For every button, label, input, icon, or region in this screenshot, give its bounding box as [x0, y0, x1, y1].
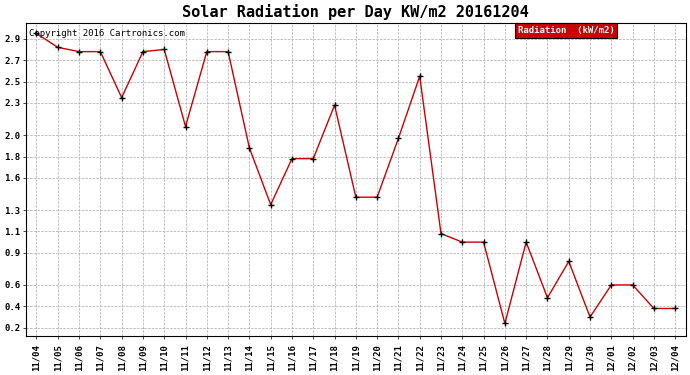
- Text: Copyright 2016 Cartronics.com: Copyright 2016 Cartronics.com: [29, 29, 185, 38]
- Title: Solar Radiation per Day KW/m2 20161204: Solar Radiation per Day KW/m2 20161204: [182, 4, 529, 20]
- Text: Radiation  (kW/m2): Radiation (kW/m2): [518, 26, 614, 35]
